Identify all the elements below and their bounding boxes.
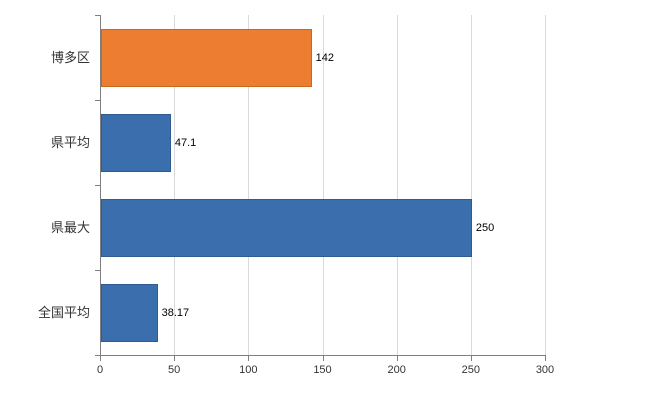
x-axis-tick-label: 100 xyxy=(239,364,258,376)
x-axis-tick-label: 250 xyxy=(461,364,480,376)
y-axis-category-label: 県最大 xyxy=(50,220,90,235)
x-axis-tick-label: 300 xyxy=(535,364,555,376)
y-axis-tick xyxy=(95,100,100,101)
bar-2 xyxy=(101,113,171,172)
bar-value-label: 38.17 xyxy=(161,306,190,319)
bar-value-label: 47.1 xyxy=(174,136,197,149)
vertical-gridline xyxy=(174,15,176,355)
bar-value-label: 250 xyxy=(475,221,495,234)
y-axis-category-label: 博多区 xyxy=(50,50,90,65)
x-axis-tick xyxy=(396,356,398,361)
x-axis-tick xyxy=(100,356,101,361)
x-axis-line xyxy=(100,355,546,356)
y-axis-category-label: 全国平均 xyxy=(37,305,90,320)
y-axis-line xyxy=(100,15,101,356)
bar-value-label: 142 xyxy=(315,51,334,64)
y-axis-tick xyxy=(95,355,100,356)
vertical-gridline xyxy=(396,15,398,355)
bar-4 xyxy=(101,283,158,342)
vertical-gridline xyxy=(470,15,472,355)
y-axis-tick xyxy=(95,185,100,186)
x-axis-tick xyxy=(322,356,324,361)
vertical-gridline xyxy=(322,15,324,355)
x-axis-tick-label: 150 xyxy=(313,364,332,376)
x-axis-tick xyxy=(174,356,176,361)
x-axis-tick-label: 200 xyxy=(387,364,406,376)
bar-3 xyxy=(101,198,472,257)
vertical-gridline xyxy=(248,15,250,355)
x-axis-tick-label: 50 xyxy=(168,364,181,376)
vertical-gridline xyxy=(545,15,546,355)
y-axis-tick xyxy=(95,15,100,16)
bar-1 xyxy=(101,28,312,87)
x-axis-tick xyxy=(248,356,250,361)
x-axis-tick-label: 0 xyxy=(96,364,104,376)
y-axis-category-label: 県平均 xyxy=(50,135,90,150)
y-axis-tick xyxy=(95,270,100,271)
x-axis-tick xyxy=(545,356,546,361)
x-axis-tick xyxy=(470,356,472,361)
